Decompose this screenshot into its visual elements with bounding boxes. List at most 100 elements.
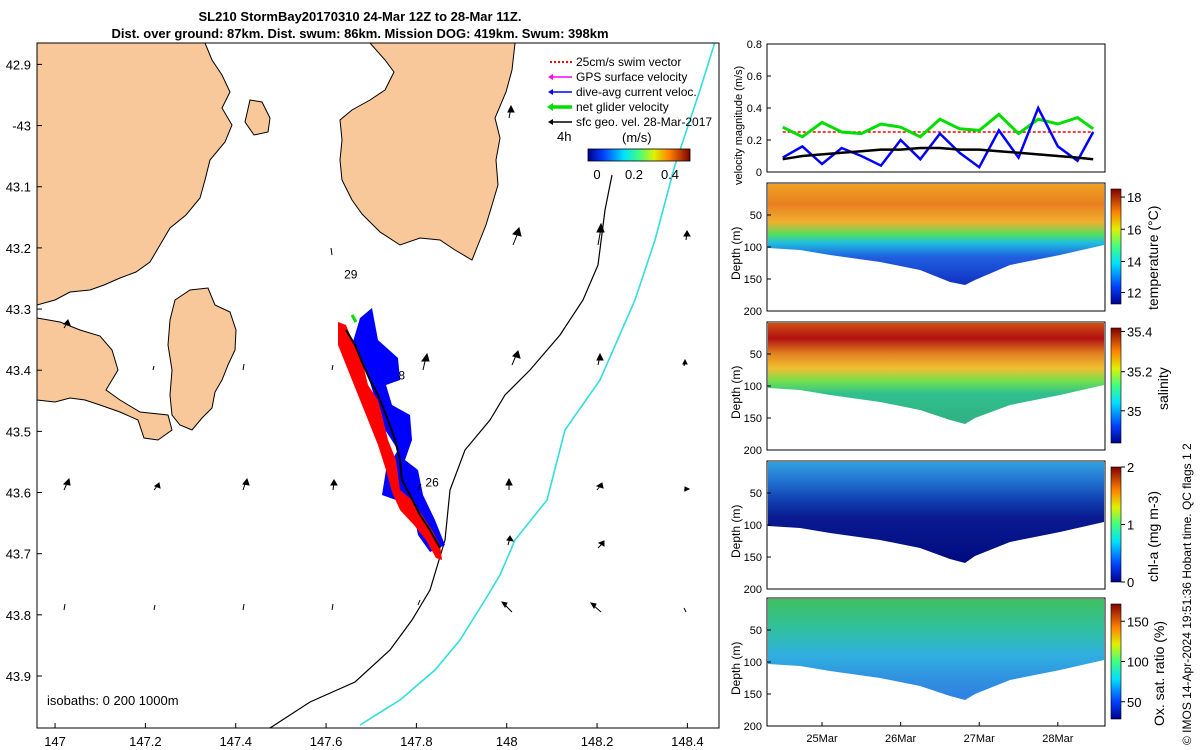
oxygen-colorbar-ticks: 150 100 50 [1121,614,1149,710]
map-x-tick-label: 147.8 [400,734,433,749]
map-x-tick-label: 148.4 [671,734,704,749]
legend-geo-velocity-label: sfc geo. vel. 28-Mar-2017 [576,115,712,129]
geo-arrow [683,486,691,492]
velocity-y-tick-label: 0.8 [747,39,762,51]
depth-tick-label: 50 [750,625,762,637]
chla-panel: 50 100 150 200 2 1 0 chl-a (mg m-3) [744,460,1161,596]
geo-arrow [512,227,522,246]
velocity-frame [766,43,1106,173]
velocity-y-tick-label: 0.6 [747,71,762,83]
depth-tick-label: 200 [744,306,762,318]
legend-net-velocity-label: net glider velocity [576,100,669,114]
time-x-tick-label: 25Mar [806,733,838,745]
colorbar-tick-label: 35.4 [1127,324,1152,339]
colorbar-tick-label: 0 [1127,575,1134,590]
salinity-y-axis: 50 100 150 200 [744,349,771,457]
chla-section [768,462,1104,563]
land-bruny [244,99,271,136]
figure-title-line-1: SL210 StormBay20170310 24-Mar 12Z to 28-… [198,9,522,24]
geo-arrow [153,482,161,491]
isobaths-label: isobaths: 0 200 1000m [47,693,179,708]
chla-cbar-label: chl-a (mg m-3) [1145,491,1161,582]
colorbar-tick-label: 35.2 [1127,365,1152,380]
colorbar-tick-0: 0 [593,167,600,182]
depth-tick-label: 100 [744,520,762,532]
geo-arrow [62,477,71,491]
map-x-tick-label: 148.2 [581,734,614,749]
land-west-peninsula [37,317,173,441]
colorbar-tick-label: 1 [1127,518,1134,533]
map-y-tick-label: 43.3 [6,302,31,317]
figure-title-line-2: Dist. over ground: 87km. Dist. swum: 86k… [111,26,609,41]
day-label-8: 8 [398,368,405,382]
map-body: 29 8 26 isobaths: 0 200 1000m [37,43,716,728]
map-y-tick-label: 43.5 [6,424,31,439]
chla-ylabel: Depth (m) [729,505,743,558]
colorbar-unit: (m/s) [622,130,652,145]
geo-arrow [683,230,691,241]
temperature-ylabel: Depth (m) [729,227,743,280]
geo-arrow [500,601,513,613]
velocity-series [782,104,1095,170]
colorbar-tick-label: 100 [1127,655,1149,670]
depth-tick-label: 100 [744,381,762,393]
depth-tick-label: 200 [744,721,762,733]
geo-arrow [242,477,250,491]
geo-arrow [682,358,688,367]
map-y-tick-label: 43.6 [6,486,31,501]
map-x-tick-label: 147.2 [129,734,162,749]
colorbar-tick-1: 0.2 [625,167,643,182]
depth-tick-label: 50 [750,488,762,500]
chla-colorbar [1110,466,1122,583]
salinity-panel: 50 100 150 200 35.4 35.2 35 salinity [744,321,1171,457]
velocity-y-tick-label: 0.4 [747,103,762,115]
oxygen-y-axis: 50 100 150 200 [744,625,771,733]
glider-track-red-vectors [338,322,442,560]
map-y-tick-label: 42.9 [6,57,31,72]
map-y-axis: 42.9 -43 43.1 43.2 43.3 43.4 43.5 43.6 43.7 43.8 4… [6,57,42,684]
map-y-tick-label: 43.4 [6,363,31,378]
colorbar-tick-label: 35 [1127,404,1141,419]
map-colorbar: 4h (m/s) 0 0.2 0.4 [557,129,691,182]
geo-arrow [242,603,245,611]
geo-arrow [417,599,421,606]
map-x-axis: 147 147.2 147.4 147.6 147.8 148 148.2 148.4 [44,723,704,749]
day-label-29: 29 [344,267,358,281]
geo-arrow [511,350,521,366]
depth-tick-label: 50 [750,349,762,361]
temperature-cbar-label: temperature (°C) [1145,206,1161,310]
salinity-cbar-label: salinity [1155,367,1171,410]
geo-arrow [596,222,605,246]
oxygen-cbar-label: Ox. sat. ratio (%) [1151,621,1167,726]
velocity-y-tick-label: 0 [756,167,762,179]
salinity-ylabel: Depth (m) [729,366,743,419]
depth-tick-label: 200 [744,584,762,596]
time-x-axis: 25Mar 26Mar 27Mar 28Mar [806,722,1074,745]
oxygen-ylabel: Depth (m) [729,642,743,695]
geo-arrow [595,482,604,491]
temperature-panel: 50 100 150 200 18 16 14 12 temperature (°C) [744,182,1161,318]
land-north-west [37,43,233,306]
geo-arrow [417,483,422,491]
colorbar-tick-label: 2 [1127,460,1134,475]
depth-tick-label: 200 [744,445,762,457]
time-x-tick-label: 27Mar [964,733,996,745]
colorbar-gradient [587,148,691,162]
geo-arrow [683,607,687,613]
depth-tick-label: 150 [744,413,762,425]
temperature-section [768,184,1104,285]
legend-net-velocity-arrowhead [547,103,553,111]
geo-arrow [62,319,71,329]
velocity-y-axis: 0 0.2 0.4 0.6 0.8 [747,39,771,179]
temperature-y-axis: 50 100 150 200 [744,210,771,318]
land-tasman-peninsula [167,287,237,431]
glider-start-marker [350,314,358,323]
geo-arrow [330,479,338,491]
glider-track-blue-envelope [352,308,445,552]
geo-arrow [242,363,245,371]
geo-arrow [421,352,430,371]
colorbar-tick-label: 14 [1127,254,1141,269]
velocity-series-line [782,146,1094,161]
chla-y-axis: 50 100 150 200 [744,488,771,596]
isobath-200m [269,174,613,728]
